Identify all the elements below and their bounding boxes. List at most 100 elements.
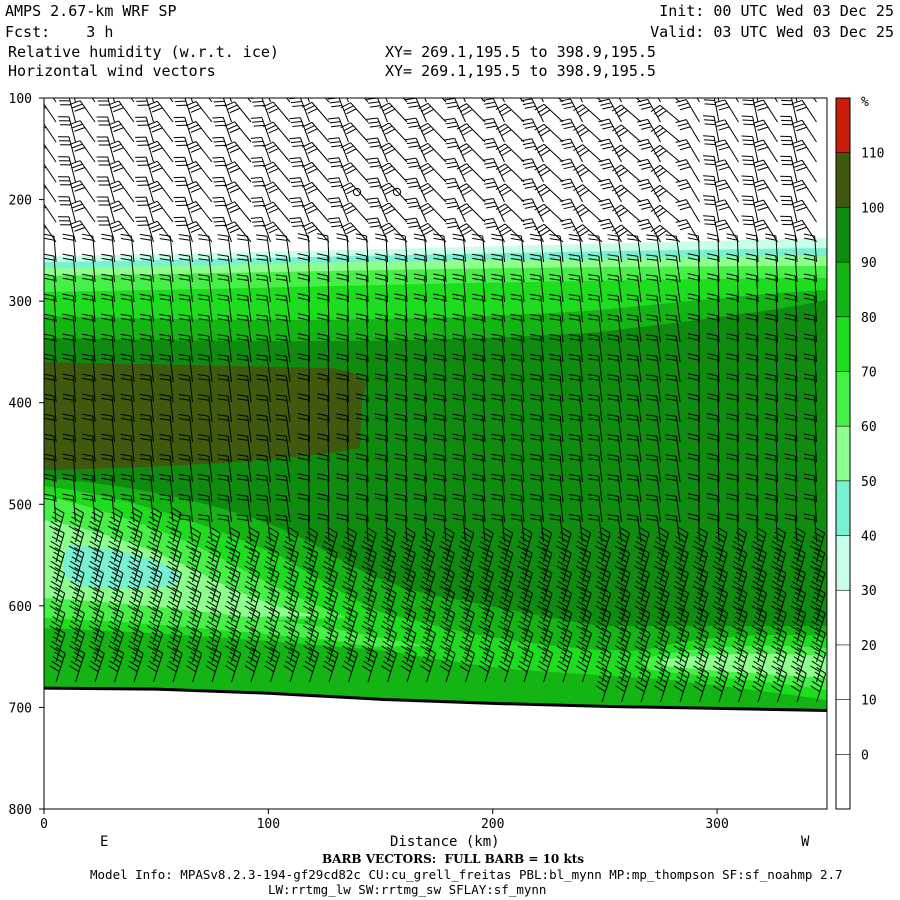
wind-barb [549,393,564,423]
wind-barb [478,607,495,643]
wind-barb [81,453,96,483]
wind-barb [205,647,222,683]
wind-barb [491,473,505,503]
wind-barb [803,353,817,383]
wind-barb [549,453,564,483]
wind-barb [687,353,700,383]
wind-barb [224,161,252,183]
wind-barb [336,293,349,323]
wind-barb [88,587,105,623]
wind-barb [556,547,572,583]
wind-barb [159,413,174,443]
wind-barb [108,647,125,683]
wind-barb [355,493,369,523]
wind-barb [510,273,525,303]
wind-barb [456,203,486,223]
wind-barb [780,175,798,203]
wind-barb [57,136,76,163]
wind-barb [790,667,807,703]
x-tick-label: 200 [481,817,504,832]
wind-barb [147,607,163,643]
wind-barb [491,353,505,383]
wind-barb [726,513,739,543]
wind-barb [706,413,720,443]
wind-barb [375,373,388,403]
wind-barb [790,587,807,623]
wind-barb [568,514,583,543]
wind-barb [587,434,603,463]
wind-barb [185,547,202,583]
wind-barb [375,413,388,443]
terrain-mask [44,688,827,809]
wind-barb [568,374,583,403]
wind-barb [745,413,759,443]
wind-barb [687,313,700,343]
wind-barb [146,100,174,123]
wind-barb [529,413,544,443]
wind-barb [534,143,564,163]
wind-barb [139,273,154,303]
wind-barb [626,414,642,443]
wind-barb [765,233,778,263]
wind-barb [497,587,514,623]
wind-barb [706,473,720,503]
wind-barb [363,98,369,103]
wind-barb [120,373,135,403]
wind-barb [568,294,583,323]
wind-barb [653,527,670,563]
wind-barb [379,202,408,223]
wind-barb [706,433,720,463]
wind-barb [301,221,330,243]
wind-barb [127,527,143,563]
wind-barb [275,434,291,463]
wind-barb [283,587,300,623]
wind-barb [405,117,427,143]
wind-barb [587,474,603,503]
wind-barb [790,627,807,663]
x-tick-label: 0 [40,817,48,832]
wind-barb [517,527,533,563]
wind-barb [400,547,416,583]
wind-barb [674,98,681,103]
wind-barb [173,98,193,123]
wind-barb [607,494,622,523]
wind-barb [394,273,408,303]
wind-barb [587,314,603,343]
wind-barb [81,393,96,423]
wind-barb [534,163,564,183]
wind-barb [185,141,213,163]
wind-barb [366,197,388,223]
wind-barb [712,627,729,663]
wind-barb [178,254,193,283]
wind-barb [587,394,603,423]
wind-barb [636,198,661,223]
wind-barb [665,434,681,463]
wind-barb [256,314,271,343]
wind-barb [394,453,408,483]
wind-barb [491,233,505,263]
wind-barb [81,333,96,363]
wind-barb [316,473,330,503]
wind-barb [178,454,193,483]
wind-barb [413,253,427,283]
wind-barb [687,253,700,283]
wind-barb [745,493,759,523]
wind-barb [139,393,154,423]
wind-barb [139,373,154,403]
wind-barb [510,293,525,323]
wind-barb [336,513,349,543]
wind-barb [405,177,427,203]
wind-barb [549,413,564,443]
wind-barb [726,333,739,363]
wind-barb [57,156,76,183]
wind-barb [418,102,447,123]
wind-barb [336,413,349,443]
colorbar-swatch [836,590,850,645]
wind-barb [675,199,700,223]
wind-barb [101,273,115,303]
wind-barb [236,274,252,303]
wind-barb [536,547,553,583]
wind-barb [456,143,486,163]
wind-barb [534,123,564,143]
wind-barb [521,118,544,143]
